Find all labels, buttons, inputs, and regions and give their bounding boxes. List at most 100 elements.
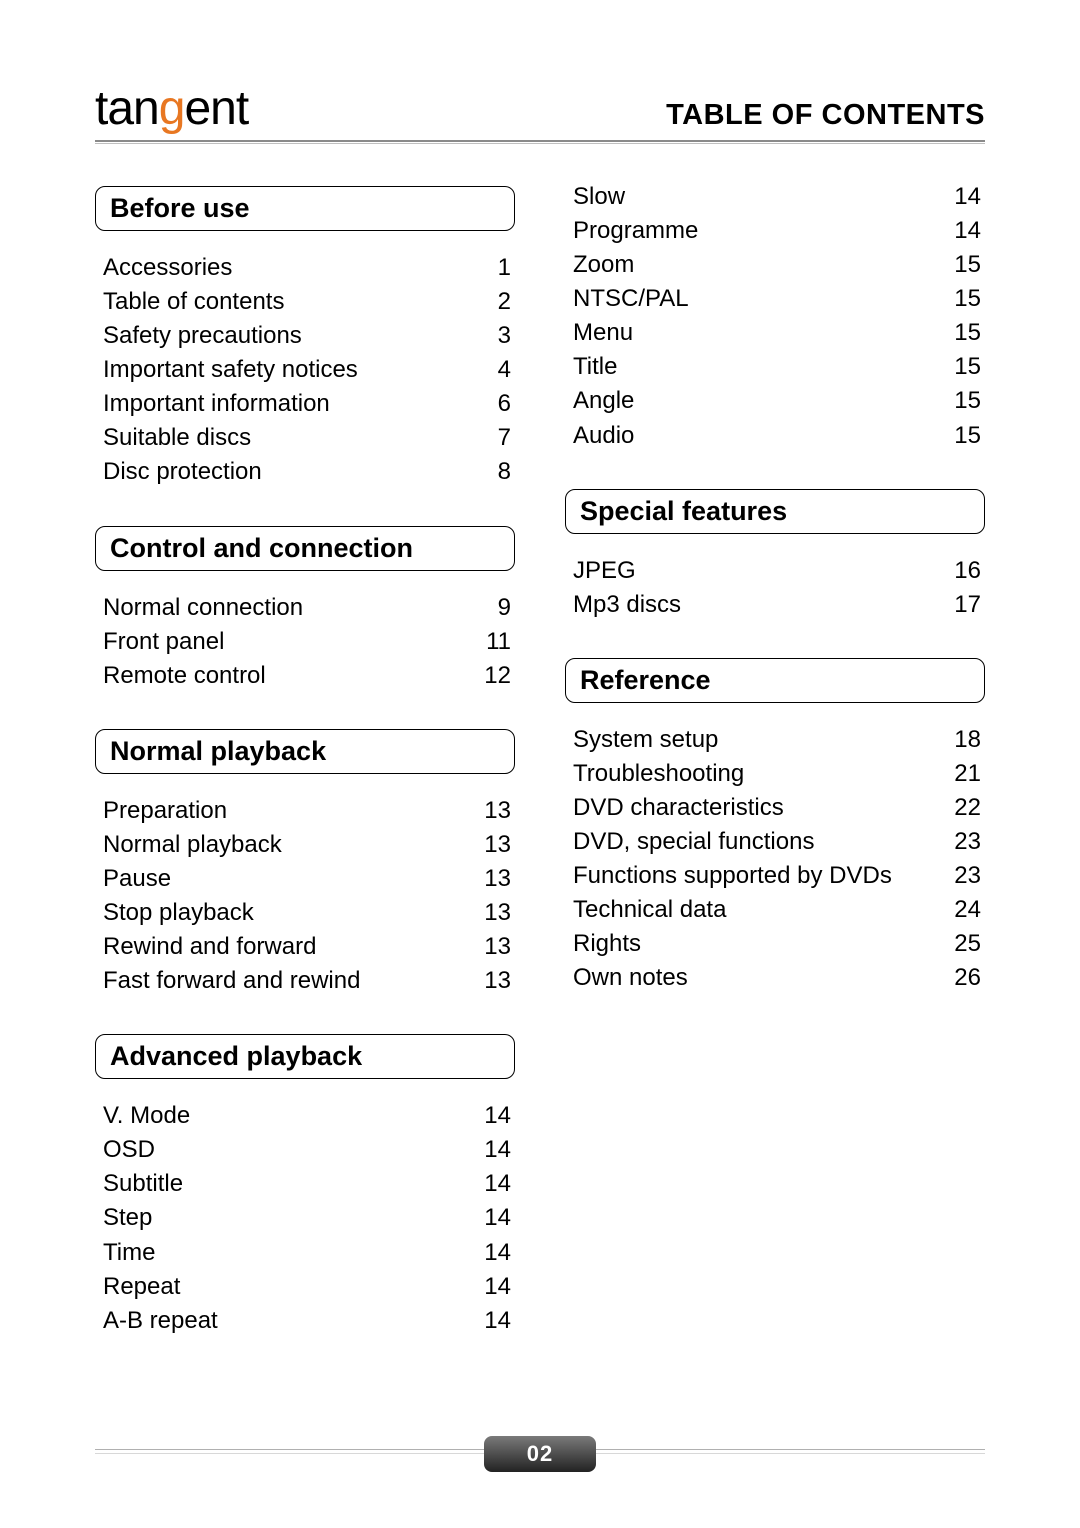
toc-entry-page: 14 [484, 1201, 511, 1235]
toc-entry: OSD14 [103, 1133, 511, 1167]
toc-entry-label: Mp3 discs [573, 588, 681, 622]
toc-list: Normal connection9Front panel11Remote co… [103, 591, 511, 693]
toc-entry: Important safety notices4 [103, 353, 511, 387]
toc-entry: Title15 [573, 350, 981, 384]
section-heading: Advanced playback [95, 1034, 515, 1079]
content-columns: Before useAccessories1Table of contents2… [95, 180, 985, 1388]
toc-entry-label: Repeat [103, 1270, 180, 1304]
toc-entry-label: Time [103, 1236, 155, 1270]
toc-entry-page: 26 [954, 961, 981, 995]
toc-list: JPEG16Mp3 discs 17 [573, 554, 981, 622]
toc-entry-page: 13 [484, 794, 511, 828]
toc-entry: A-B repeat14 [103, 1304, 511, 1338]
toc-entry-page: 2 [498, 285, 511, 319]
toc-entry-page: 17 [954, 588, 981, 622]
toc-entry: Preparation 13 [103, 794, 511, 828]
toc-entry-page: 7 [498, 421, 511, 455]
section-heading: Special features [565, 489, 985, 534]
toc-entry: Own notes 26 [573, 961, 981, 995]
toc-entry-page: 14 [484, 1133, 511, 1167]
toc-entry: Slow14 [573, 180, 981, 214]
toc-entry: System setup18 [573, 723, 981, 757]
toc-entry-label: A-B repeat [103, 1304, 218, 1338]
toc-entry: Remote control12 [103, 659, 511, 693]
toc-entry-label: Troubleshooting [573, 757, 744, 791]
toc-entry-page: 24 [954, 893, 981, 927]
toc-entry-page: 15 [954, 350, 981, 384]
toc-entry-page: 9 [498, 591, 511, 625]
section-heading: Control and connection [95, 526, 515, 571]
toc-entry-label: Important information [103, 387, 330, 421]
toc-list: Preparation13Normal playback13Pause13Sto… [103, 794, 511, 998]
toc-entry-page: 6 [498, 387, 511, 421]
toc-entry-page: 14 [484, 1236, 511, 1270]
toc-entry-page: 3 [498, 319, 511, 353]
toc-entry-label: Programme [573, 214, 698, 248]
toc-entry-label: Audio [573, 419, 634, 453]
toc-entry-label: Rewind and forward [103, 930, 316, 964]
toc-entry-label: JPEG [573, 554, 636, 588]
toc-entry-page: 23 [954, 825, 981, 859]
toc-entry-page: 18 [954, 723, 981, 757]
page-number: 02 [527, 1441, 553, 1467]
toc-entry: Pause13 [103, 862, 511, 896]
toc-entry-label: DVD, special functions [573, 825, 814, 859]
toc-entry-page: 15 [954, 419, 981, 453]
toc-list: V. Mode14OSD14Subtitle14Step14Time14Repe… [103, 1099, 511, 1338]
toc-entry: Fast forward and rewind13 [103, 964, 511, 998]
toc-entry: Rewind and forward13 [103, 930, 511, 964]
toc-entry: Repeat 14 [103, 1270, 511, 1304]
toc-entry-label: Step [103, 1201, 152, 1235]
toc-entry-label: Pause [103, 862, 171, 896]
toc-entry: Subtitle14 [103, 1167, 511, 1201]
toc-entry-label: Functions supported by DVDs [573, 859, 892, 893]
toc-entry: Stop playback13 [103, 896, 511, 930]
toc-list: System setup18Troubleshooting21DVD chara… [573, 723, 981, 996]
toc-entry-label: Remote control [103, 659, 266, 693]
page-title: TABLE OF CONTENTS [666, 99, 985, 136]
toc-entry-label: Front panel [103, 625, 224, 659]
toc-entry-label: Stop playback [103, 896, 254, 930]
column-right: Slow14Programme14Zoom15NTSC/PAL15Menu15T… [565, 180, 985, 1388]
toc-entry: Safety precautions3 [103, 319, 511, 353]
toc-entry: Menu 15 [573, 316, 981, 350]
toc-entry-page: 22 [954, 791, 981, 825]
toc-entry-page: 13 [484, 828, 511, 862]
toc-entry-page: 15 [954, 384, 981, 418]
section-heading: Reference [565, 658, 985, 703]
toc-entry: Important information 6 [103, 387, 511, 421]
header: tangent TABLE OF CONTENTS [95, 78, 985, 136]
toc-entry-label: Disc protection [103, 455, 262, 489]
toc-entry: Audio 15 [573, 419, 981, 453]
section-heading: Normal playback [95, 729, 515, 774]
toc-entry-page: 14 [484, 1270, 511, 1304]
toc-entry-page: 15 [954, 248, 981, 282]
toc-entry-label: Zoom [573, 248, 634, 282]
toc-entry-page: 11 [486, 625, 511, 659]
logo-suffix: ent [184, 82, 248, 135]
toc-entry-label: NTSC/PAL [573, 282, 689, 316]
toc-entry-label: Menu [573, 316, 633, 350]
toc-entry-page: 14 [484, 1099, 511, 1133]
toc-entry: DVD, special functions 23 [573, 825, 981, 859]
toc-entry-label: Suitable discs [103, 421, 251, 455]
section-heading: Before use [95, 186, 515, 231]
toc-entry-label: Slow [573, 180, 625, 214]
toc-entry: Disc protection8 [103, 455, 511, 489]
toc-entry-label: Normal connection [103, 591, 303, 625]
toc-entry: NTSC/PAL15 [573, 282, 981, 316]
toc-entry-label: Table of contents [103, 285, 284, 319]
toc-entry-label: Preparation [103, 794, 227, 828]
page: tangent TABLE OF CONTENTS Before useAcce… [0, 0, 1080, 1528]
toc-entry: Step 14 [103, 1201, 511, 1235]
toc-entry: Functions supported by DVDs23 [573, 859, 981, 893]
toc-entry-label: Own notes [573, 961, 688, 995]
logo-accent: g [159, 82, 185, 135]
toc-entry: JPEG16 [573, 554, 981, 588]
toc-entry: DVD characteristics22 [573, 791, 981, 825]
toc-entry: Table of contents 2 [103, 285, 511, 319]
toc-entry: Troubleshooting21 [573, 757, 981, 791]
toc-entry-page: 4 [498, 353, 511, 387]
toc-entry-page: 13 [484, 964, 511, 998]
toc-entry-page: 15 [954, 316, 981, 350]
